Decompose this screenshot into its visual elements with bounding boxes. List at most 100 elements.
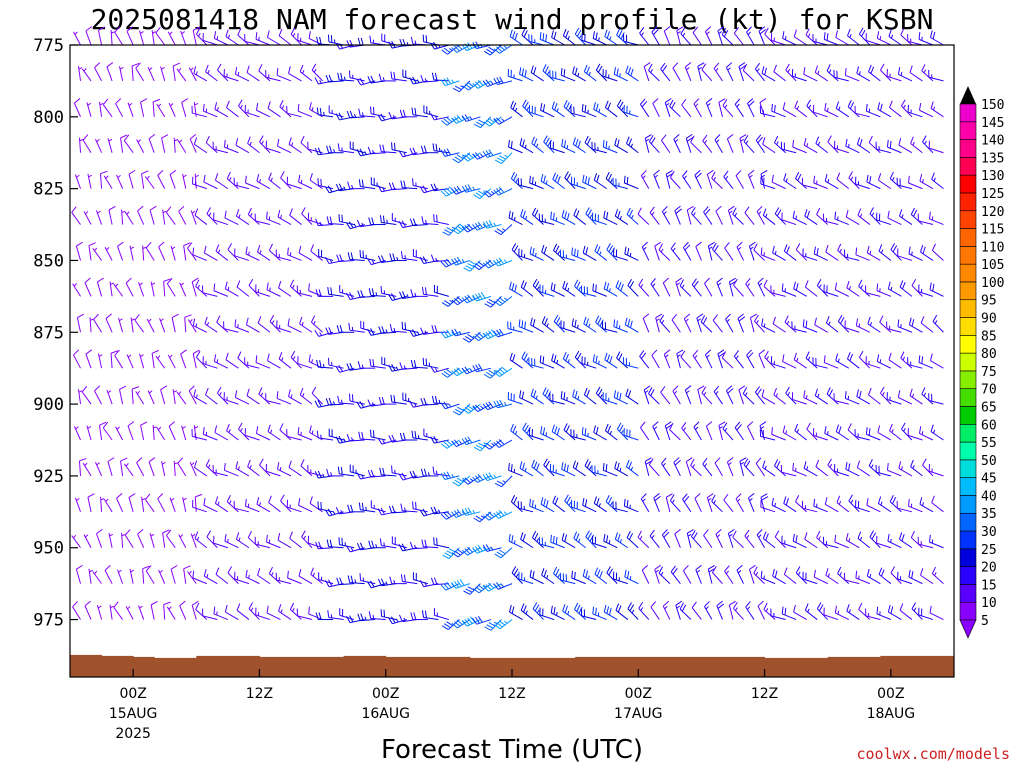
wind-barb [738,385,746,405]
wind-barb [179,600,187,620]
wind-barb [614,461,629,477]
wind-barb [316,430,334,441]
wind-barb [107,138,113,153]
wind-barb [173,460,178,476]
wind-barb [825,568,839,585]
wind-barb [278,28,292,46]
wind-barb [712,314,723,333]
wind-barb [922,135,934,154]
wind-barb [674,528,681,548]
wind-barb [190,210,197,225]
wind-barb [761,389,776,405]
wind-barb [919,497,934,513]
wind-barb [734,98,744,118]
wind-barb [868,387,881,405]
wind-barb [889,495,902,513]
wind-barb [73,349,81,369]
wind-barb [94,385,103,405]
wind-barb [593,496,607,513]
wind-barb [662,277,671,297]
wind-barb [258,64,271,82]
wind-barb [518,319,534,333]
wind-barb [280,494,292,513]
wind-barb [84,277,92,297]
colorbar-bin [959,584,977,603]
wind-barb [74,174,81,189]
wind-barb [653,493,661,513]
wind-barb [158,569,166,584]
wind-barb [286,499,302,513]
wind-barb [898,461,913,477]
wind-barb [183,565,191,584]
wind-barb [167,31,176,46]
wind-barb [121,532,126,548]
wind-barb [493,44,513,54]
wind-barb [461,114,481,122]
wind-barb [929,534,944,549]
wind-barb [245,569,260,585]
wind-barb [121,209,126,225]
wind-barb [542,387,555,405]
wind-barb [732,207,744,225]
wind-barb [205,64,218,82]
wind-barb [875,141,891,154]
wind-barb [550,282,565,297]
wind-barb [345,545,365,553]
wind-barb [571,318,586,333]
wind-barb [846,280,860,297]
wind-barb [684,62,692,82]
wind-barb [106,62,114,82]
wind-barb [150,281,156,297]
wind-barb [259,458,271,477]
wind-barb [123,463,134,477]
wind-barb [549,140,565,154]
wind-barb [347,575,365,585]
wind-barb [105,313,113,333]
colorbar-bin [959,370,977,389]
wind-barb [227,566,239,584]
colorbar-bin [959,566,977,585]
wind-barb [146,318,155,333]
wind-barb [660,386,671,405]
wind-barb [142,245,147,261]
wind-barb [145,241,155,261]
wind-barb [356,77,376,86]
ground-segment [154,657,197,677]
wind-barb [637,530,650,549]
wind-barb [909,65,923,82]
wind-barb [785,386,797,405]
wind-barb [88,242,96,261]
x-tick-label: 12Z [498,686,525,702]
wind-barb [144,175,155,189]
wind-barb [177,139,187,153]
wind-barb [756,205,766,225]
wind-barb [561,533,576,549]
wind-barb [929,605,944,620]
wind-barb [494,475,513,488]
wind-barb [920,568,934,585]
wind-barb [235,461,250,477]
wind-barb [744,206,755,225]
colorbar-label: 20 [981,561,997,576]
wind-barb [88,568,93,584]
wind-barb [856,389,871,405]
wind-barb [781,535,797,549]
wind-barb [150,601,158,620]
wind-barb [922,458,934,477]
wind-barb [147,67,155,82]
wind-barb [160,66,166,82]
colorbar-bin [959,210,977,229]
wind-barb [847,352,860,369]
wind-barb [400,574,418,585]
wind-barb [217,63,229,82]
wind-barb [529,498,544,513]
wind-barb [793,281,807,297]
ground-segment [880,655,955,677]
wind-barb [115,98,124,118]
wind-barb [561,209,576,225]
wind-barb [815,459,829,477]
wind-barb [316,107,334,118]
wind-barb [712,566,723,584]
wind-barb [388,505,407,514]
wind-barb [120,134,128,153]
